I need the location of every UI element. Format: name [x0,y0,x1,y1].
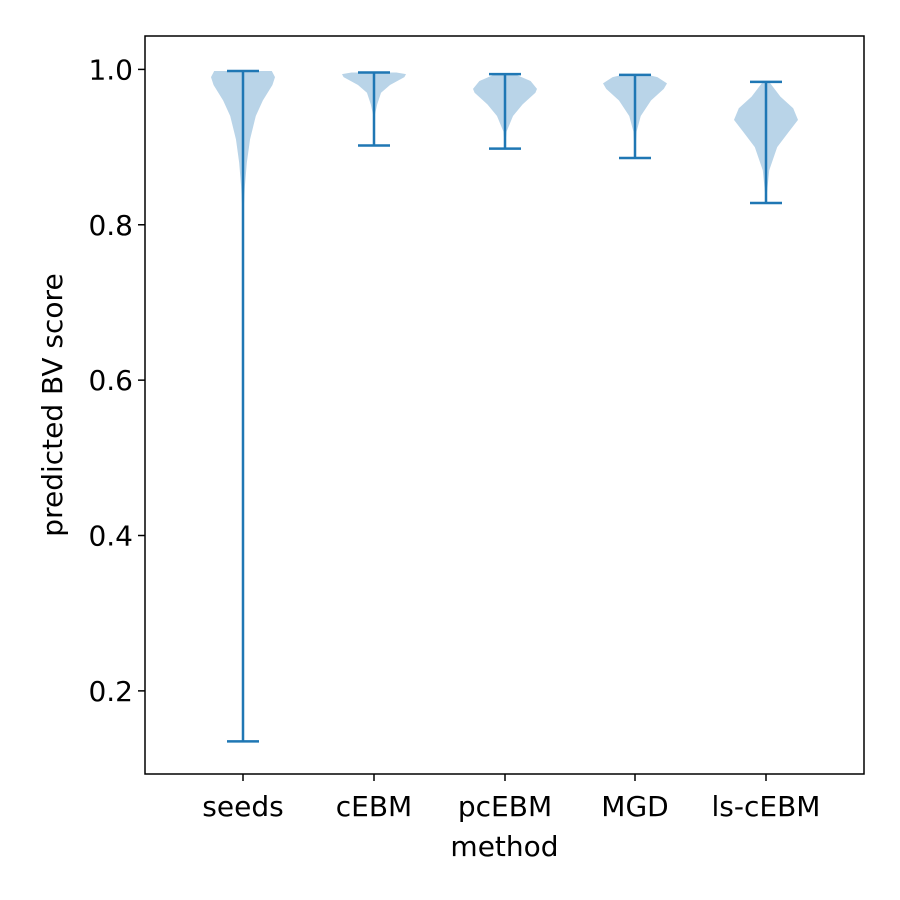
y-tick-label: 0.6 [88,364,133,397]
x-tick-label-mgd: MGD [601,790,668,823]
y-tick-label: 0.2 [88,675,133,708]
violins-layer [211,70,798,742]
y-tick-label: 0.4 [88,520,133,553]
violin-lines-layer [227,69,782,743]
x-tick-label-ls-cebm: ls-cEBM [712,790,821,823]
y-axis-label: predicted BV score [36,273,69,536]
y-tick-label: 0.8 [88,209,133,242]
x-axis-label: method [450,830,558,863]
x-tick-label-pcebm: pcEBM [458,790,552,823]
x-tick-label-cebm: cEBM [336,790,412,823]
y-tick-label: 1.0 [88,53,133,86]
y-axis: 0.2 0.4 0.6 0.8 1.0 [88,53,145,708]
x-axis: seeds cEBM pcEBM MGD ls-cEBM [202,774,820,823]
x-tick-label-seeds: seeds [202,790,283,823]
